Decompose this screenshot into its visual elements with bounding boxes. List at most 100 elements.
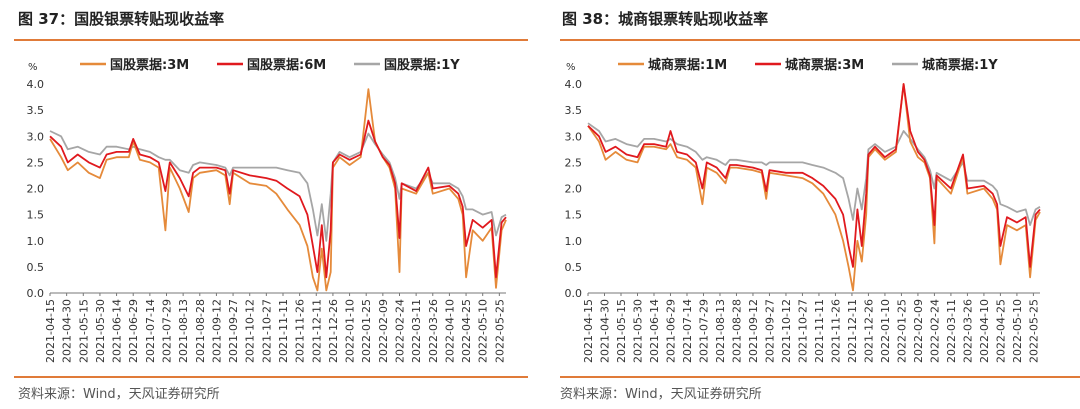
y-tick-label: 2.0 bbox=[565, 183, 583, 196]
x-tick-label: 2021-10-12 bbox=[244, 299, 257, 363]
y-tick-label: 1.0 bbox=[27, 235, 45, 248]
x-tick-label: 2022-01-25 bbox=[360, 299, 373, 363]
x-tick-label: 2021-06-29 bbox=[664, 299, 677, 363]
legend-label: 城商票据:3M bbox=[785, 57, 864, 73]
x-tick-label: 2021-09-27 bbox=[227, 299, 240, 363]
y-tick-label: 1.5 bbox=[565, 209, 583, 222]
x-tick-label: 2022-03-11 bbox=[945, 299, 958, 363]
x-tick-label: 2021-09-12 bbox=[210, 299, 223, 363]
line-chart-guogu: 国股票据:3M 国股票据:6M 国股票据:1Y% 0.0 0.5 1.0 1.5 2.0 2.5… bbox=[27, 57, 507, 363]
x-tick-label: 2021-07-14 bbox=[144, 299, 157, 363]
x-tick-label: 2021-04-15 bbox=[582, 299, 595, 363]
source-rule bbox=[14, 376, 528, 378]
x-tick-label: 2021-06-14 bbox=[648, 299, 661, 363]
x-tick-label: 2021-04-30 bbox=[598, 299, 611, 363]
x-tick-label: 2022-02-09 bbox=[912, 299, 925, 363]
series-line-1 bbox=[587, 83, 1041, 292]
x-tick-label: 2022-05-25 bbox=[493, 299, 506, 363]
y-tick-label: 3.0 bbox=[27, 130, 45, 143]
y-tick-label: 0.0 bbox=[27, 287, 45, 300]
line-chart-chengshang: 城商票据:1M 城商票据:3M 城商票据:1Y% 0.0 0.5 1.0 1.5 2.0 2.5… bbox=[565, 57, 1041, 363]
legend: 城商票据:1M 城商票据:3M 城商票据:1Y bbox=[618, 57, 998, 73]
x-tick-label: 2021-07-29 bbox=[697, 299, 710, 363]
x-tick-label: 2021-12-11 bbox=[310, 299, 323, 363]
x-tick-label: 2022-04-10 bbox=[978, 299, 991, 363]
x-tick-label: 2021-11-26 bbox=[294, 299, 307, 363]
x-tick-label: 2022-05-25 bbox=[1027, 299, 1040, 363]
x-tick-label: 2022-02-24 bbox=[928, 299, 941, 363]
y-tick-label: 1.5 bbox=[27, 209, 45, 222]
x-tick-label: 2021-08-28 bbox=[194, 299, 207, 363]
legend-label: 国股票据:6M bbox=[247, 57, 326, 73]
x-tick-label: 2021-05-30 bbox=[94, 299, 107, 363]
y-tick-label: 4.0 bbox=[27, 78, 45, 91]
y-tick-label: 0.5 bbox=[565, 261, 583, 274]
x-tick-label: 2021-10-27 bbox=[260, 299, 273, 363]
x-tick-label: 2022-03-26 bbox=[961, 299, 974, 363]
x-tick-label: 2021-04-30 bbox=[61, 299, 74, 363]
x-tick-label: 2021-06-29 bbox=[127, 299, 140, 363]
y-tick-label: 3.0 bbox=[565, 130, 583, 143]
y-unit-label: % bbox=[28, 62, 38, 73]
y-tick-label: 1.0 bbox=[565, 235, 583, 248]
y-axis: 0.0 0.5 1.0 1.5 2.0 2.5 3.0 3.5 4.0 bbox=[27, 78, 45, 300]
series-line-2 bbox=[587, 83, 1041, 268]
y-axis: 0.0 0.5 1.0 1.5 2.0 2.5 3.0 3.5 4.0 bbox=[565, 78, 583, 300]
x-tick-label: 2022-01-10 bbox=[344, 299, 357, 363]
chart-panel-left: 图 37：国股银票转贴现收益率 国股票据:3M 国股票据:6M 国股票据:1Y% 0.… bbox=[0, 0, 528, 409]
legend: 国股票据:3M 国股票据:6M 国股票据:1Y bbox=[80, 57, 460, 73]
x-tick-label: 2021-05-15 bbox=[77, 299, 90, 363]
x-tick-label: 2022-03-11 bbox=[410, 299, 423, 363]
x-tick-label: 2021-08-13 bbox=[177, 299, 190, 363]
x-tick-label: 2021-07-14 bbox=[681, 299, 694, 363]
source-rule bbox=[560, 376, 1080, 378]
y-tick-label: 3.5 bbox=[565, 104, 583, 117]
x-tick-label: 2021-05-30 bbox=[631, 299, 644, 363]
y-unit-label: % bbox=[566, 62, 576, 73]
x-tick-label: 2022-04-25 bbox=[994, 299, 1007, 363]
y-tick-label: 4.0 bbox=[565, 78, 583, 91]
x-tick-label: 2021-12-11 bbox=[846, 299, 859, 363]
legend-label: 国股票据:3M bbox=[110, 57, 189, 73]
x-tick-label: 2021-08-28 bbox=[730, 299, 743, 363]
chart-panel-right: 图 38：城商银票转贴现收益率 城商票据:1M 城商票据:3M 城商票据:1Y% 0.… bbox=[548, 0, 1080, 409]
series-line-1 bbox=[49, 88, 507, 292]
x-axis: 2021-04-15 2021-04-30 2021-05-15 2021-05-30… bbox=[582, 293, 1040, 363]
x-tick-label: 2021-06-14 bbox=[111, 299, 124, 363]
x-axis: 2021-04-15 2021-04-30 2021-05-15 2021-05-30… bbox=[44, 293, 506, 363]
x-tick-label: 2022-04-25 bbox=[460, 299, 473, 363]
series-line-2 bbox=[49, 119, 507, 279]
y-tick-label: 0.5 bbox=[27, 261, 45, 274]
source-note: 资料来源：Wind，天风证券研究所 bbox=[18, 387, 220, 402]
y-tick-label: 2.0 bbox=[27, 183, 45, 196]
x-tick-label: 2021-09-27 bbox=[763, 299, 776, 363]
x-tick-label: 2022-02-24 bbox=[393, 299, 406, 363]
x-tick-label: 2021-11-11 bbox=[813, 299, 826, 363]
legend-label: 城商票据:1M bbox=[648, 57, 727, 73]
x-tick-label: 2022-03-26 bbox=[427, 299, 440, 363]
source-note: 资料来源：Wind，天风证券研究所 bbox=[560, 387, 762, 402]
x-tick-label: 2021-11-11 bbox=[277, 299, 290, 363]
y-tick-label: 2.5 bbox=[27, 156, 45, 169]
x-tick-label: 2021-04-15 bbox=[44, 299, 57, 363]
y-tick-label: 2.5 bbox=[565, 156, 583, 169]
x-tick-label: 2021-10-27 bbox=[796, 299, 809, 363]
x-tick-label: 2021-09-12 bbox=[747, 299, 760, 363]
x-tick-label: 2021-10-12 bbox=[780, 299, 793, 363]
x-tick-label: 2021-11-26 bbox=[829, 299, 842, 363]
y-tick-label: 0.0 bbox=[565, 287, 583, 300]
series-line-3 bbox=[587, 122, 1041, 227]
x-tick-label: 2022-01-10 bbox=[879, 299, 892, 363]
legend-label: 国股票据:1Y bbox=[384, 57, 460, 73]
legend-label: 城商票据:1Y bbox=[922, 57, 998, 73]
title-rule bbox=[560, 39, 1080, 41]
series-line-3 bbox=[49, 130, 507, 242]
x-tick-label: 2021-07-29 bbox=[160, 299, 173, 363]
chart-title: 图 38：城商银票转贴现收益率 bbox=[562, 10, 769, 28]
title-rule bbox=[14, 39, 528, 41]
x-tick-label: 2021-12-26 bbox=[862, 299, 875, 363]
x-tick-label: 2021-08-13 bbox=[714, 299, 727, 363]
x-tick-label: 2021-12-26 bbox=[327, 299, 340, 363]
chart-title: 图 37：国股银票转贴现收益率 bbox=[18, 10, 225, 28]
y-tick-label: 3.5 bbox=[27, 104, 45, 117]
